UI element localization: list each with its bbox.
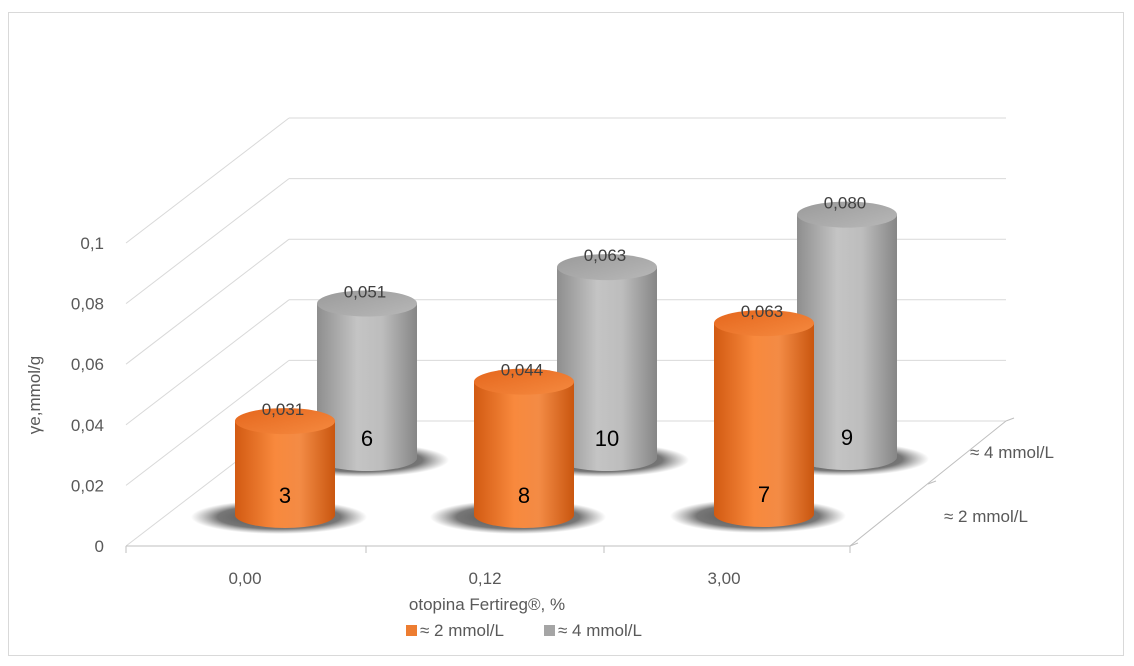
cylinder-bar: [557, 267, 657, 471]
depth-tick-mark: [1005, 417, 1015, 422]
labels: 0 0,02 0,04 0,06 0,08 0,1 0,00 0,12 3,00 ≈ 2 mmol…: [71, 194, 1054, 588]
bar-inner-label: 9: [841, 425, 853, 450]
depth-tick-mark: [849, 542, 859, 547]
data-label: 0,044: [501, 361, 544, 380]
depth-category-label: ≈ 4 mmol/L: [970, 443, 1054, 462]
x-category-label: 3,00: [707, 569, 740, 588]
x-category-label: 0,00: [228, 569, 261, 588]
data-label: 0,031: [262, 400, 305, 419]
y-tick-label: 0,02: [71, 476, 104, 495]
cylinder-bar: [714, 323, 814, 527]
cylinder-bar: [317, 303, 417, 471]
cylinder-bar: [797, 214, 897, 470]
depth-tick-mark: [927, 480, 937, 485]
y-axis-title: γe,mmol/g: [25, 356, 44, 434]
legend-swatch-orange: [406, 625, 417, 636]
axes: [125, 417, 1015, 553]
depth-category-label: ≈ 2 mmol/L: [944, 507, 1028, 526]
gridline-side: [125, 299, 290, 426]
y-tick-label: 0,04: [71, 416, 104, 435]
bar-inner-label: 8: [518, 483, 530, 508]
gridline-side: [125, 360, 290, 486]
gridline-side: [125, 238, 290, 365]
cylinder-top: [797, 201, 897, 228]
cylinder-top: [474, 368, 574, 395]
cylinder-top: [557, 254, 657, 281]
bar-inner-label: 6: [361, 426, 373, 451]
data-label: 0,063: [741, 302, 784, 321]
legend-label-series-2: ≈ 4 mmol/L: [558, 621, 642, 640]
legend-swatch-gray: [544, 625, 555, 636]
bar-inner-label: 10: [595, 426, 619, 451]
x-category-label: 0,12: [468, 569, 501, 588]
bar-inner-label: 7: [758, 482, 770, 507]
cylinder-bar: [474, 381, 574, 528]
cylinder-top: [317, 290, 417, 317]
legend: ≈ 2 mmol/L ≈ 4 mmol/L: [406, 621, 642, 640]
legend-label-series-1: ≈ 2 mmol/L: [420, 621, 504, 640]
gridline-side: [125, 117, 290, 244]
gridline-side: [125, 178, 290, 304]
y-tick-label: 0,08: [71, 295, 104, 314]
cylinder-bar: [235, 421, 335, 528]
data-label: 0,063: [584, 246, 627, 265]
cylinder-top: [714, 310, 814, 337]
data-label: 0,080: [824, 194, 867, 213]
y-tick-label: 0: [95, 537, 104, 556]
x-axis-title: otopina Fertireg®, %: [409, 595, 565, 614]
y-tick-label: 0,06: [71, 355, 104, 374]
bar-inner-label: 3: [279, 483, 291, 508]
bars: [191, 201, 929, 534]
cylinder-top: [235, 408, 335, 435]
data-label: 0,051: [344, 282, 387, 301]
y-tick-label: 0,1: [80, 234, 104, 253]
